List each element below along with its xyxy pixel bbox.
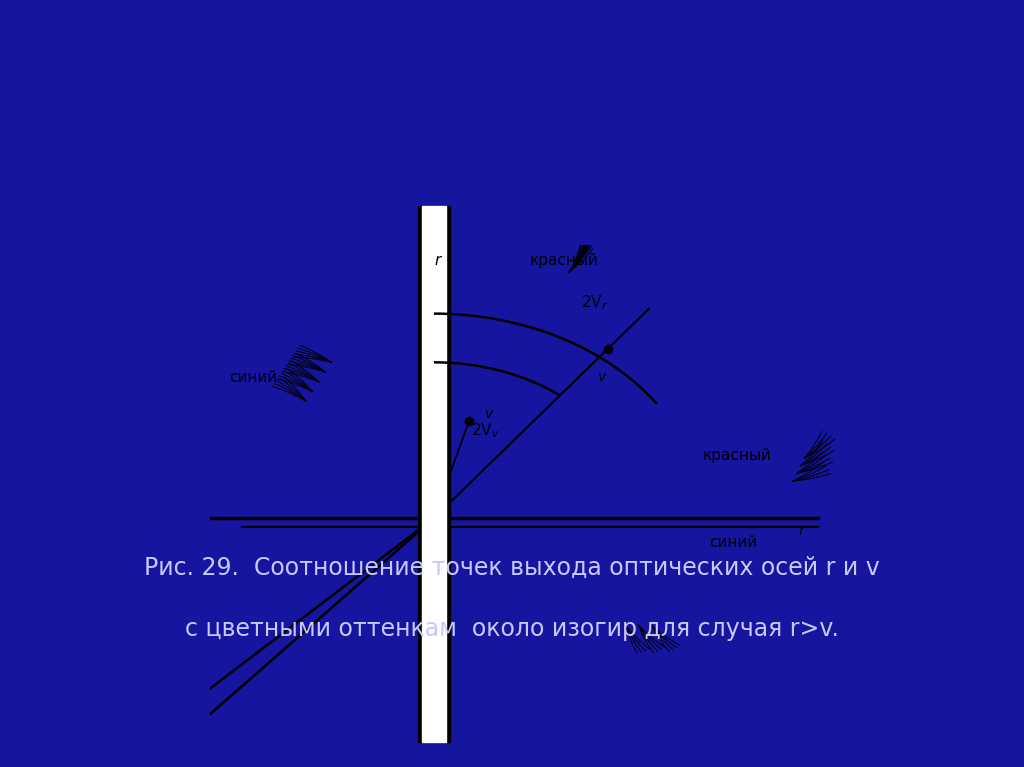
- Text: синий: синий: [709, 535, 757, 551]
- Text: красный: красный: [530, 253, 599, 268]
- Text: r: r: [434, 253, 440, 268]
- Text: с цветными оттенкам  около изогир для случая r>v.: с цветными оттенкам около изогир для слу…: [185, 617, 839, 641]
- Bar: [422, 206, 446, 742]
- Text: v: v: [485, 407, 494, 421]
- Bar: [418, 206, 450, 742]
- Text: красный: красный: [702, 448, 771, 463]
- Text: 2V$_v$: 2V$_v$: [471, 421, 500, 440]
- Text: 2V$_r$: 2V$_r$: [582, 294, 608, 312]
- Text: синий: синий: [229, 370, 278, 385]
- Text: r: r: [799, 523, 805, 538]
- Text: Рис. 29.  Соотношение точек выхода оптических осей r и v: Рис. 29. Соотношение точек выхода оптиче…: [144, 555, 880, 580]
- Text: v: v: [598, 370, 606, 384]
